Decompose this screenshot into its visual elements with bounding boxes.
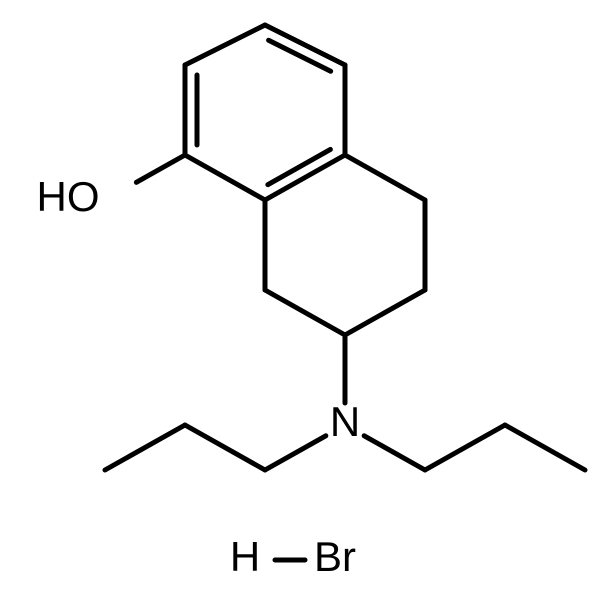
- svg-text:N: N: [330, 398, 360, 445]
- molecule-diagram: HO N H Br: [0, 0, 600, 600]
- svg-text:Br: Br: [314, 533, 356, 580]
- svg-text:HO: HO: [37, 173, 100, 220]
- svg-text:H: H: [230, 533, 260, 580]
